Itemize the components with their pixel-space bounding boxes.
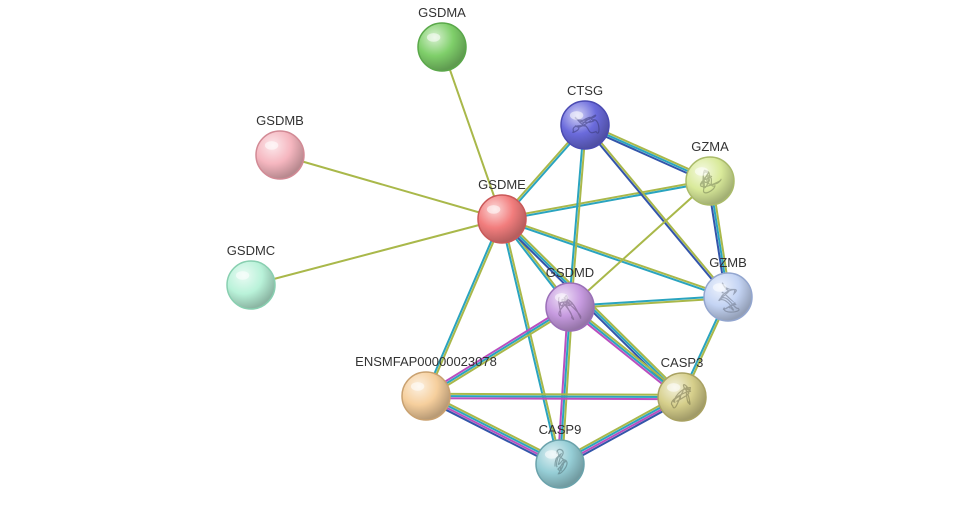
node-gsdmd[interactable] <box>546 283 594 331</box>
edge <box>280 155 502 219</box>
node-ctsg[interactable] <box>561 101 609 149</box>
node-gzmb[interactable] <box>704 273 752 321</box>
node-label: ENSMFAP00000023078 <box>355 354 497 369</box>
node-circle[interactable] <box>227 261 275 309</box>
node-highlight <box>411 382 424 391</box>
node-label: CASP3 <box>661 355 704 370</box>
node-gsdmb[interactable] <box>256 131 304 179</box>
node-highlight <box>236 271 249 280</box>
node-highlight <box>545 450 558 459</box>
node-highlight <box>555 293 568 302</box>
edge <box>251 219 502 285</box>
node-highlight <box>427 33 440 42</box>
node-circle[interactable] <box>402 372 450 420</box>
node-gsdme[interactable] <box>478 195 526 243</box>
node-label: CASP9 <box>539 422 582 437</box>
node-ens[interactable] <box>402 372 450 420</box>
node-highlight <box>570 111 583 120</box>
edge <box>425 219 501 396</box>
edge <box>426 394 682 395</box>
edge <box>426 307 570 396</box>
node-label: GSDMA <box>418 5 466 20</box>
node-circle[interactable] <box>686 157 734 205</box>
nodes-layer <box>227 23 752 488</box>
node-gsdmc[interactable] <box>227 261 275 309</box>
node-casp9[interactable] <box>536 440 584 488</box>
node-circle[interactable] <box>546 283 594 331</box>
node-label: GSDMD <box>546 265 594 280</box>
node-label: GSDMB <box>256 113 304 128</box>
node-label: GZMA <box>691 139 729 154</box>
node-highlight <box>713 283 726 292</box>
node-casp3[interactable] <box>658 373 706 421</box>
node-circle[interactable] <box>478 195 526 243</box>
edge <box>570 181 710 307</box>
node-label: CTSG <box>567 83 603 98</box>
node-label: GSDMC <box>227 243 275 258</box>
edge <box>442 47 502 219</box>
node-highlight <box>265 141 278 150</box>
node-circle[interactable] <box>418 23 466 71</box>
edge <box>502 182 710 220</box>
node-label: GSDME <box>478 177 526 192</box>
node-highlight <box>695 167 708 176</box>
node-highlight <box>667 383 680 392</box>
edge <box>426 396 682 397</box>
node-gzma[interactable] <box>686 157 734 205</box>
edge <box>426 398 682 399</box>
node-highlight <box>487 205 500 214</box>
network-graph: GSDMA GSDMB GSDMC GSDME CTSG GZMA GZMB GSDMD CAS… <box>0 0 976 511</box>
node-gsdma[interactable] <box>418 23 466 71</box>
node-circle[interactable] <box>658 373 706 421</box>
node-circle[interactable] <box>256 131 304 179</box>
node-label: GZMB <box>709 255 747 270</box>
